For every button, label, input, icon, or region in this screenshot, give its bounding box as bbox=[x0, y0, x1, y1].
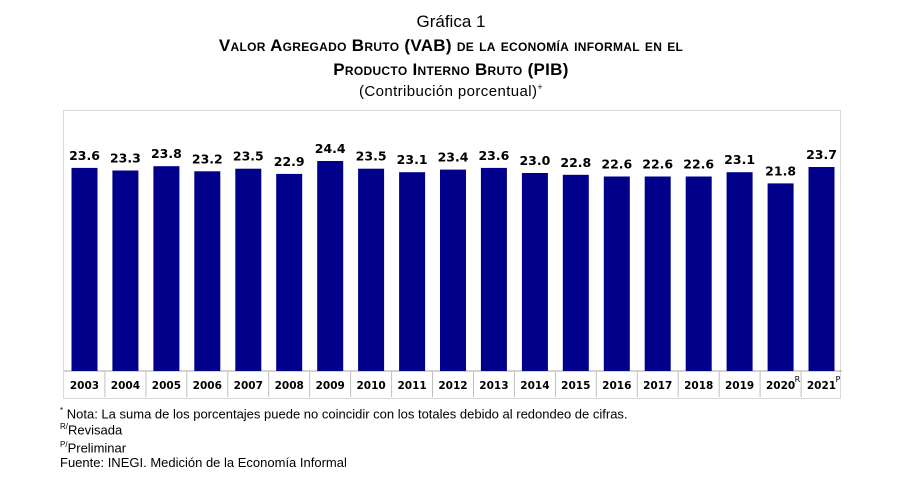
bar-2006 bbox=[194, 171, 221, 371]
x-tick-label-2003: 2003 bbox=[70, 380, 99, 392]
value-label-2014: 23.0 bbox=[519, 153, 550, 168]
bar-2004 bbox=[112, 170, 139, 371]
x-tick-mark-2021: P bbox=[836, 375, 841, 384]
x-tick-label-2011: 2011 bbox=[397, 380, 426, 392]
note-text: Nota: La suma de los porcentajes puede n… bbox=[66, 406, 628, 422]
bar-2012 bbox=[440, 169, 466, 371]
value-label-2021: 23.7 bbox=[806, 147, 837, 162]
value-label-2005: 23.8 bbox=[151, 146, 182, 161]
x-tick-label-2015: 2015 bbox=[561, 380, 590, 392]
value-label-2011: 23.1 bbox=[397, 152, 428, 167]
bar-2011 bbox=[399, 172, 426, 371]
chart-title-line-2: Producto Interno Bruto (PIB) bbox=[333, 60, 569, 79]
x-tick-label-2009: 2009 bbox=[316, 380, 345, 392]
x-tick-label-2019: 2019 bbox=[725, 380, 754, 392]
x-tick-label-2016: 2016 bbox=[602, 380, 631, 392]
bar-2014 bbox=[521, 173, 548, 371]
bar-2015 bbox=[562, 174, 589, 371]
x-tick-label-2021: 2021 bbox=[807, 380, 836, 392]
bar-2018 bbox=[685, 176, 712, 371]
chart-area: 23.6 2003 23.3 2004 23.8 2005 23.2 2006 23.5 2007… bbox=[63, 110, 842, 399]
x-tick-label-2006: 2006 bbox=[193, 380, 222, 392]
value-label-2017: 22.6 bbox=[642, 157, 673, 172]
figure-number: Gráfica 1 bbox=[416, 12, 486, 31]
source-note: Fuente: INEGI. Medición de la Economía I… bbox=[60, 455, 347, 470]
bar-2003 bbox=[71, 167, 98, 371]
bar-2019 bbox=[726, 172, 753, 371]
value-label-2012: 23.4 bbox=[438, 150, 469, 165]
value-label-2004: 23.3 bbox=[110, 151, 141, 166]
note-revised: R/Revisada bbox=[60, 419, 122, 438]
bar-2017 bbox=[644, 176, 671, 371]
bar-chart: 23.6 2003 23.3 2004 23.8 2005 23.2 2006 23.5 2007… bbox=[64, 141, 842, 397]
value-label-2013: 23.6 bbox=[478, 148, 509, 163]
value-label-2008: 22.9 bbox=[274, 154, 305, 169]
chart-title-line-1: Valor Agregado Bruto (VAB) de la economí… bbox=[218, 36, 684, 55]
revised-text: Revisada bbox=[68, 422, 123, 438]
value-label-2003: 23.6 bbox=[69, 148, 100, 163]
value-label-2020: 21.8 bbox=[765, 163, 796, 178]
bar-2005 bbox=[153, 166, 180, 371]
value-label-2010: 23.5 bbox=[356, 149, 387, 164]
x-tick-label-2010: 2010 bbox=[356, 380, 385, 392]
bar-2009 bbox=[317, 161, 344, 371]
chart-subtitle: (Contribución porcentual)+ bbox=[0, 82, 902, 100]
x-tick-label-2004: 2004 bbox=[111, 380, 140, 392]
value-label-2019: 23.1 bbox=[724, 152, 755, 167]
bar-2021 bbox=[808, 167, 835, 371]
x-tick-label-2008: 2008 bbox=[275, 380, 304, 392]
x-tick-label-2013: 2013 bbox=[479, 380, 508, 392]
x-tick-label-2005: 2005 bbox=[152, 380, 181, 392]
x-tick-label-2014: 2014 bbox=[520, 380, 549, 392]
note-rounding: * Nota: La suma de los porcentajes puede… bbox=[60, 403, 628, 422]
value-label-2018: 22.6 bbox=[683, 157, 714, 172]
bar-2010 bbox=[358, 168, 385, 371]
value-label-2015: 22.8 bbox=[560, 155, 591, 170]
note-mark: * bbox=[60, 406, 64, 415]
subtitle-text: (Contribución porcentual) bbox=[358, 83, 538, 100]
bar-2013 bbox=[480, 167, 507, 371]
revised-mark: R/ bbox=[60, 422, 68, 431]
x-tick-label-2017: 2017 bbox=[643, 380, 672, 392]
note-preliminary: P/Preliminar bbox=[60, 437, 126, 456]
x-tick-label-2020: 2020 bbox=[766, 380, 795, 392]
preliminary-text: Preliminar bbox=[67, 440, 127, 456]
bar-2020 bbox=[767, 183, 794, 371]
value-label-2006: 23.2 bbox=[192, 151, 223, 166]
bar-2007 bbox=[235, 168, 262, 371]
subtitle-mark: + bbox=[537, 82, 544, 92]
x-tick-label-2012: 2012 bbox=[438, 380, 467, 392]
x-tick-label-2007: 2007 bbox=[234, 380, 263, 392]
bar-2008 bbox=[276, 173, 303, 371]
x-tick-label-2018: 2018 bbox=[684, 380, 713, 392]
value-label-2009: 24.4 bbox=[315, 141, 346, 156]
preliminary-mark: P/ bbox=[60, 440, 68, 449]
x-tick-mark-2020: R bbox=[795, 375, 801, 384]
value-label-2016: 22.6 bbox=[601, 157, 632, 172]
value-label-2007: 23.5 bbox=[233, 149, 264, 164]
bar-2016 bbox=[603, 176, 630, 371]
